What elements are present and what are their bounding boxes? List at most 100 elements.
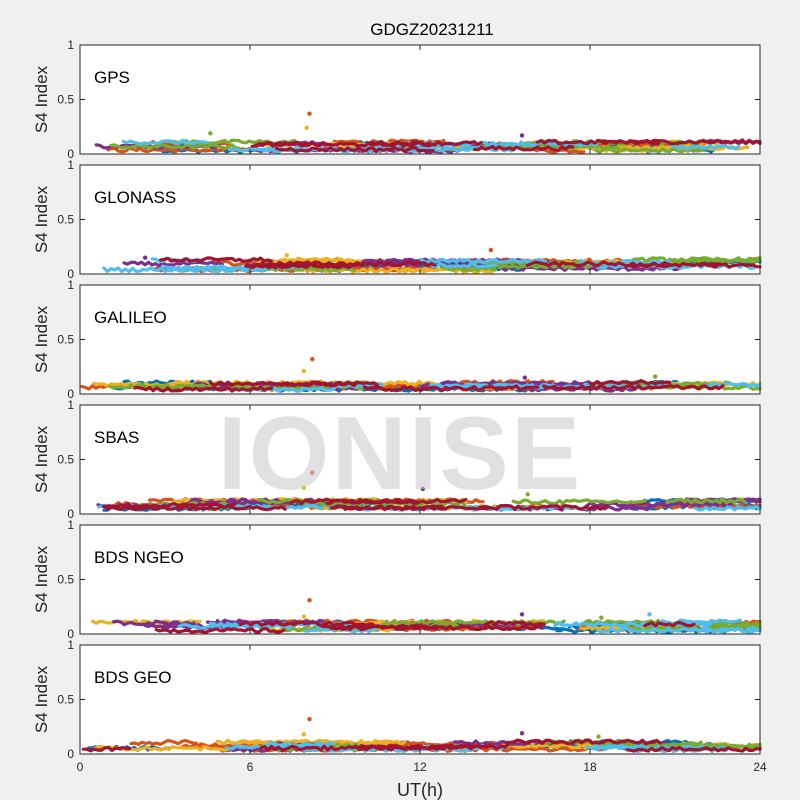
plot-area xyxy=(80,165,760,274)
y-tick-label: 0 xyxy=(67,147,74,161)
series-trace xyxy=(669,143,741,151)
spike-point xyxy=(519,133,525,138)
x-tick-label: 0 xyxy=(77,760,84,774)
panels: 0 0.5 1 S4 Index GPS 0 0.5 1 S4 Index GLONASS 0 0.5… xyxy=(32,38,767,774)
panel-sbas: 0 0.5 1 S4 Index SBAS xyxy=(32,398,762,521)
panel-label: GPS xyxy=(94,68,130,87)
series-trace xyxy=(109,143,241,150)
plot-area xyxy=(80,525,760,634)
series-trace xyxy=(428,261,497,269)
series-trace xyxy=(588,378,672,386)
x-tick-label: 12 xyxy=(413,760,427,774)
series-trace xyxy=(159,256,273,263)
series-trace xyxy=(362,385,505,392)
y-tick-label: 0 xyxy=(67,387,74,401)
y-tick-label: 0.5 xyxy=(57,693,74,707)
y-axis-label: S4 Index xyxy=(32,305,51,373)
spike-point xyxy=(307,111,312,116)
series-trace xyxy=(505,738,662,746)
series-trace xyxy=(625,745,762,753)
spike-point xyxy=(310,356,315,362)
spike-point xyxy=(284,253,290,258)
spike-point xyxy=(301,368,307,374)
series-trace xyxy=(274,146,435,153)
spike-point xyxy=(208,131,213,136)
series-trace xyxy=(101,502,237,509)
spike-point xyxy=(488,247,494,253)
series-trace xyxy=(103,504,287,512)
plot-area xyxy=(80,645,760,754)
y-tick-label: 1 xyxy=(67,398,74,412)
series-trace xyxy=(525,260,674,268)
spike-point xyxy=(420,486,426,492)
series-trace xyxy=(667,257,762,264)
panel-label: BDS GEO xyxy=(94,668,171,687)
spike-point xyxy=(307,598,312,603)
panel-label: SBAS xyxy=(94,428,139,447)
y-tick-label: 0.5 xyxy=(57,453,74,467)
x-tick-label: 18 xyxy=(583,760,597,774)
series-trace xyxy=(238,620,375,628)
panel-label: GALILEO xyxy=(94,308,167,327)
y-tick-label: 1 xyxy=(67,518,74,532)
y-axis-label: S4 Index xyxy=(32,425,51,493)
series-trace xyxy=(81,745,132,753)
spike-point xyxy=(307,716,312,722)
series-trace xyxy=(703,381,762,389)
y-tick-label: 0 xyxy=(67,507,74,521)
plot-area xyxy=(80,45,760,154)
series-trace xyxy=(473,145,575,152)
y-tick-label: 1 xyxy=(67,638,74,652)
y-tick-label: 0 xyxy=(67,747,74,761)
series-trace xyxy=(511,498,647,506)
x-tick-label: 24 xyxy=(753,760,767,774)
panel-bds-ngeo: 0 0.5 1 S4 Index BDS NGEO xyxy=(32,518,762,641)
spike-point xyxy=(647,612,652,617)
series-trace xyxy=(643,620,696,628)
x-axis-label: UT(h) xyxy=(397,780,443,800)
spike-point xyxy=(142,255,148,260)
series-trace xyxy=(395,624,544,632)
y-tick-label: 1 xyxy=(67,278,74,292)
y-tick-label: 0.5 xyxy=(57,333,74,347)
y-tick-label: 0.5 xyxy=(57,213,74,227)
spike-point xyxy=(599,615,604,620)
spike-point xyxy=(525,492,530,497)
series-trace xyxy=(325,498,420,505)
spike-point xyxy=(310,470,315,475)
series-trace xyxy=(122,260,224,268)
x-tick-label: 6 xyxy=(247,760,254,774)
plot-area xyxy=(80,285,760,394)
series-trace xyxy=(102,266,267,274)
series-trace xyxy=(133,385,273,393)
series-trace xyxy=(279,380,380,388)
series-trace xyxy=(535,138,661,146)
series-trace xyxy=(665,497,747,505)
y-axis-label: S4 Index xyxy=(32,665,51,733)
series-trace xyxy=(626,256,762,264)
spike-point xyxy=(596,734,601,739)
spike-point xyxy=(522,375,528,380)
series-trace xyxy=(154,627,286,634)
series-trace xyxy=(477,504,610,511)
panel-bds-geo: 0 0.5 1 0 6 12 18 24 S4 Index BDS GEO xyxy=(32,638,767,774)
spike-point xyxy=(519,612,525,617)
series-trace xyxy=(595,626,762,634)
spike-point xyxy=(301,485,307,491)
series-trace xyxy=(333,504,490,512)
series-trace xyxy=(384,743,453,751)
panel-glonass: 0 0.5 1 S4 Index GLONASS xyxy=(32,158,762,281)
panel-label: BDS NGEO xyxy=(94,548,184,567)
y-axis-label: S4 Index xyxy=(32,545,51,613)
y-axis-label: S4 Index xyxy=(32,185,51,253)
spike-point xyxy=(304,125,309,131)
y-tick-label: 0.5 xyxy=(57,573,74,587)
series-trace xyxy=(483,619,546,627)
spike-point xyxy=(652,374,658,379)
y-tick-label: 0.5 xyxy=(57,93,74,107)
y-tick-label: 0 xyxy=(67,627,74,641)
y-tick-label: 0 xyxy=(67,267,74,281)
spike-point xyxy=(519,731,525,736)
spike-point xyxy=(301,614,307,619)
